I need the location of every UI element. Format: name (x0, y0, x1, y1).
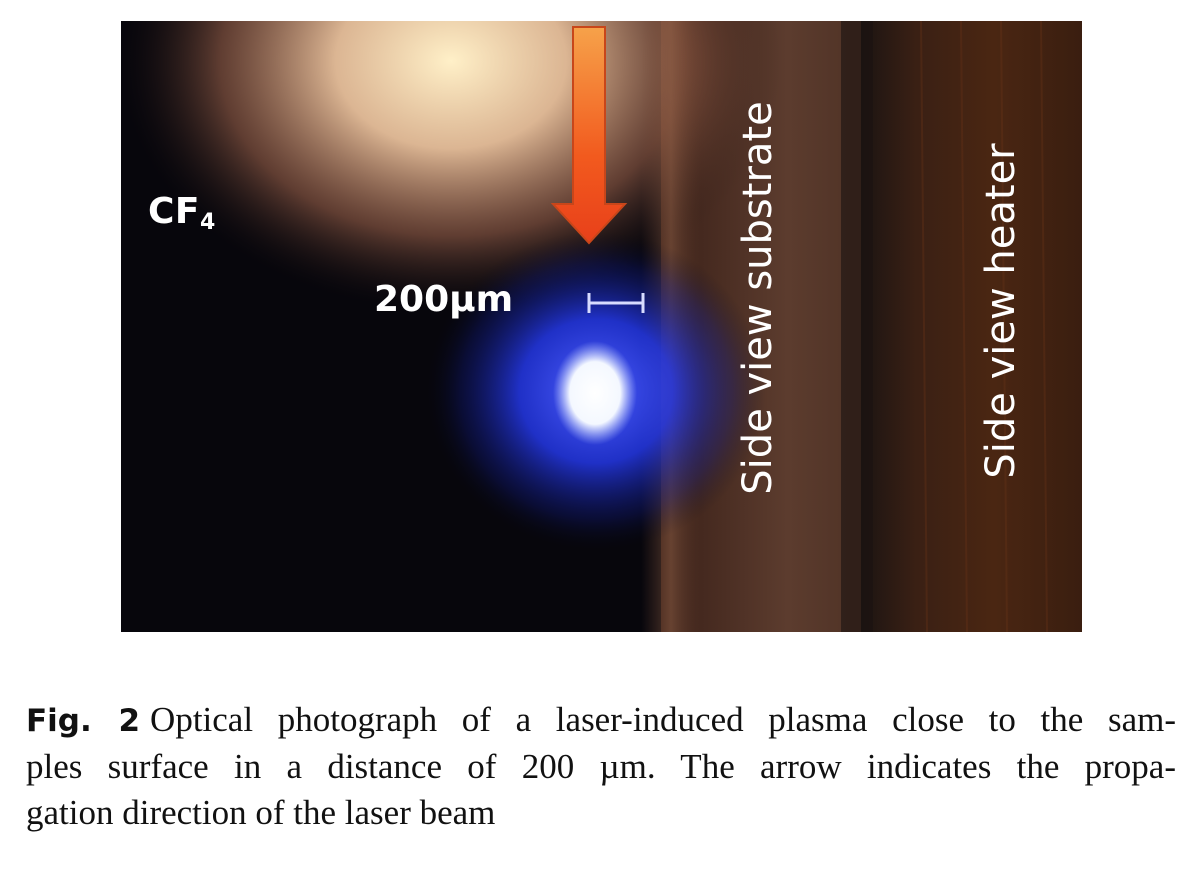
down-arrow-icon (550, 26, 628, 245)
gas-label: CF4 (148, 191, 216, 235)
gas-label-main: CF (148, 191, 201, 232)
photo-image (121, 21, 1082, 632)
figure-caption: Fig. 2 Optical photograph of a laser-indu… (26, 697, 1176, 836)
scale-bar-icon (587, 293, 645, 313)
scale-bar-label: 200µm (374, 279, 514, 320)
gas-label-subscript: 4 (200, 210, 216, 235)
substrate-label: Side view substrate (735, 101, 781, 495)
caption-line-2: ples surface in a distance of 200 µm. Th… (26, 747, 1176, 786)
heater-label: Side view heater (978, 143, 1024, 479)
caption-line-1: Fig. 2 Optical photograph of a laser-indu… (26, 697, 1176, 744)
figure-label: Fig. 2 (26, 703, 141, 739)
caption-line-1-text: Optical photograph of a laser-induced pl… (150, 700, 1176, 739)
caption-line-3: gation direction of the laser beam (26, 793, 496, 832)
plasma-photograph: CF4 200µm Side view substrate Side view … (121, 21, 1082, 632)
plasma-core (553, 341, 637, 445)
